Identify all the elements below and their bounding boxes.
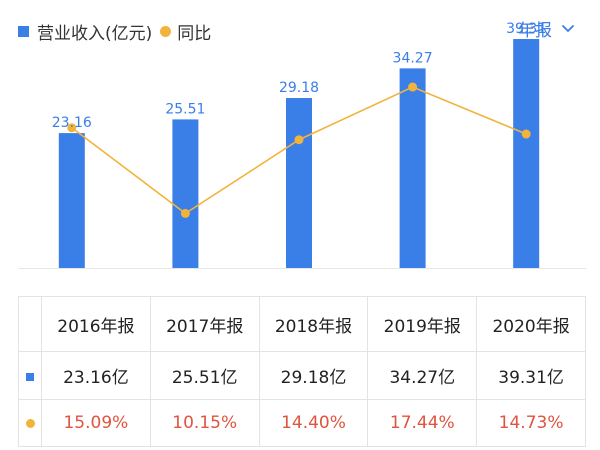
revenue-bar xyxy=(58,133,85,268)
revenue-bar-label: 34.27 xyxy=(393,50,433,66)
table-header-cell: 2019年报 xyxy=(367,296,478,352)
chart-legend: 营业收入(亿元) 同比 xyxy=(18,18,211,44)
revenue-bar xyxy=(172,119,199,268)
table-corner-cell xyxy=(18,296,42,352)
yoy-row-marker xyxy=(18,399,42,447)
line-legend-swatch xyxy=(160,25,172,37)
bar-legend-swatch xyxy=(18,25,29,37)
yoy-cell: 17.44% xyxy=(367,399,478,447)
revenue-cell: 25.51亿 xyxy=(149,351,260,400)
yoy-point xyxy=(521,129,531,139)
yoy-point xyxy=(180,208,190,218)
revenue-row: 23.16亿 25.51亿 29.18亿 34.27亿 39.31亿 xyxy=(18,351,586,400)
revenue-bar xyxy=(513,39,540,268)
revenue-bar-label: 25.51 xyxy=(165,101,205,117)
table-header-cell: 2016年报 xyxy=(41,296,151,352)
revenue-row-marker xyxy=(18,351,42,400)
revenue-cell: 29.18亿 xyxy=(258,351,369,400)
table-header-cell: 2018年报 xyxy=(258,296,369,352)
yoy-cell: 15.09% xyxy=(41,399,151,447)
revenue-bar xyxy=(399,68,426,268)
yoy-point xyxy=(294,135,304,145)
revenue-marker-icon xyxy=(26,372,34,381)
yoy-cell: 14.40% xyxy=(258,399,369,447)
table-header-row: 2016年报 2017年报 2018年报 2019年报 2020年报 xyxy=(18,296,586,352)
bar-legend-label: 营业收入(亿元) xyxy=(37,23,153,44)
yoy-point xyxy=(408,82,418,92)
revenue-cell: 23.16亿 xyxy=(41,351,151,400)
revenue-chart: 23.16 25.51 29.18 34.27 39.31 xyxy=(18,21,586,269)
data-table: 2016年报 2017年报 2018年报 2019年报 2020年报 23.16… xyxy=(18,296,586,447)
line-legend-label: 同比 xyxy=(177,23,212,44)
revenue-cell: 34.27亿 xyxy=(367,351,478,400)
yoy-row: 15.09% 10.15% 14.40% 17.44% 14.73% xyxy=(18,399,586,447)
yoy-marker-icon xyxy=(25,419,35,428)
revenue-cell: 39.31亿 xyxy=(476,351,586,400)
revenue-bar-label: 39.31 xyxy=(506,21,546,37)
revenue-bar-label: 23.16 xyxy=(52,115,92,131)
chevron-down-icon xyxy=(562,24,574,32)
yoy-cell: 14.73% xyxy=(476,399,586,447)
period-selector[interactable]: 年报 xyxy=(518,16,574,41)
yoy-cell: 10.15% xyxy=(149,399,260,447)
table-header-cell: 2020年报 xyxy=(476,296,586,352)
yoy-point xyxy=(67,123,77,133)
period-selector-label: 年报 xyxy=(518,21,552,41)
table-header-cell: 2017年报 xyxy=(149,296,260,352)
revenue-bar xyxy=(286,98,312,269)
revenue-bar-label: 29.18 xyxy=(279,80,319,96)
